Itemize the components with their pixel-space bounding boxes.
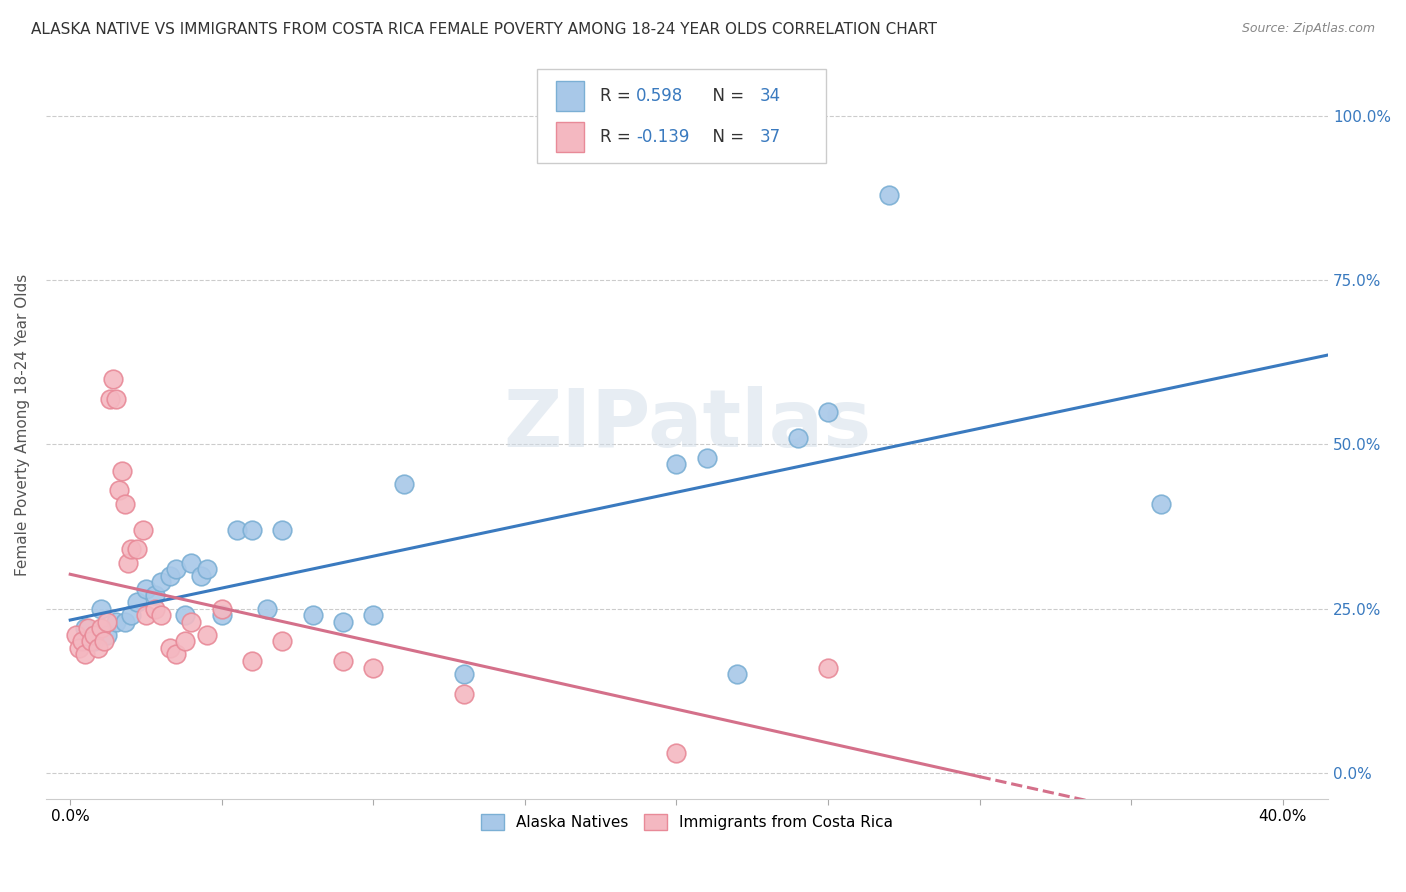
Point <box>180 615 202 629</box>
Bar <box>557 80 585 111</box>
FancyBboxPatch shape <box>537 70 825 163</box>
Point <box>165 648 187 662</box>
Point <box>117 556 139 570</box>
Point <box>453 687 475 701</box>
Point <box>83 628 105 642</box>
Point <box>96 628 118 642</box>
Point <box>665 746 688 760</box>
Text: R =: R = <box>600 128 636 145</box>
Point <box>195 562 218 576</box>
Point <box>104 392 127 406</box>
Point <box>125 542 148 557</box>
Point <box>165 562 187 576</box>
Point <box>180 556 202 570</box>
Point <box>453 667 475 681</box>
Point <box>786 431 808 445</box>
Point <box>159 568 181 582</box>
Point <box>96 615 118 629</box>
Point <box>75 621 97 635</box>
Text: R =: R = <box>600 87 636 104</box>
Point <box>363 608 385 623</box>
Point <box>174 608 197 623</box>
Text: N =: N = <box>703 87 749 104</box>
Text: N =: N = <box>703 128 749 145</box>
Point <box>271 634 294 648</box>
Bar <box>557 121 585 152</box>
Point <box>817 404 839 418</box>
Point <box>107 483 129 498</box>
Point <box>271 523 294 537</box>
Point <box>150 575 173 590</box>
Point <box>240 523 263 537</box>
Point <box>332 615 354 629</box>
Text: 0.598: 0.598 <box>636 87 683 104</box>
Point <box>104 615 127 629</box>
Point <box>211 608 233 623</box>
Point <box>301 608 323 623</box>
Point <box>135 608 157 623</box>
Point <box>80 634 103 648</box>
Text: -0.139: -0.139 <box>636 128 689 145</box>
Point <box>101 372 124 386</box>
Point <box>86 640 108 655</box>
Point <box>195 628 218 642</box>
Point <box>696 450 718 465</box>
Point <box>226 523 249 537</box>
Point <box>211 601 233 615</box>
Point <box>90 621 112 635</box>
Point <box>332 654 354 668</box>
Point <box>143 588 166 602</box>
Point <box>725 667 748 681</box>
Y-axis label: Female Poverty Among 18-24 Year Olds: Female Poverty Among 18-24 Year Olds <box>15 274 30 576</box>
Text: 34: 34 <box>761 87 782 104</box>
Point <box>77 621 100 635</box>
Point <box>159 640 181 655</box>
Point <box>98 392 121 406</box>
Text: ZIPatlas: ZIPatlas <box>503 385 872 464</box>
Point <box>877 188 900 202</box>
Point <box>114 615 136 629</box>
Point <box>67 640 90 655</box>
Point <box>90 601 112 615</box>
Point <box>125 595 148 609</box>
Point <box>120 608 142 623</box>
Point <box>665 457 688 471</box>
Point <box>135 582 157 596</box>
Point <box>1150 496 1173 510</box>
Point <box>150 608 173 623</box>
Point <box>240 654 263 668</box>
Text: Source: ZipAtlas.com: Source: ZipAtlas.com <box>1241 22 1375 36</box>
Point <box>143 601 166 615</box>
Point <box>392 476 415 491</box>
Point <box>114 496 136 510</box>
Point <box>817 660 839 674</box>
Point <box>75 648 97 662</box>
Point <box>83 634 105 648</box>
Point <box>190 568 212 582</box>
Point <box>93 634 115 648</box>
Point <box>65 628 87 642</box>
Text: ALASKA NATIVE VS IMMIGRANTS FROM COSTA RICA FEMALE POVERTY AMONG 18-24 YEAR OLDS: ALASKA NATIVE VS IMMIGRANTS FROM COSTA R… <box>31 22 936 37</box>
Text: 37: 37 <box>761 128 782 145</box>
Point <box>120 542 142 557</box>
Point <box>111 464 134 478</box>
Point <box>72 634 94 648</box>
Point <box>256 601 278 615</box>
Legend: Alaska Natives, Immigrants from Costa Rica: Alaska Natives, Immigrants from Costa Ri… <box>475 808 898 836</box>
Point <box>132 523 155 537</box>
Point <box>363 660 385 674</box>
Point <box>174 634 197 648</box>
